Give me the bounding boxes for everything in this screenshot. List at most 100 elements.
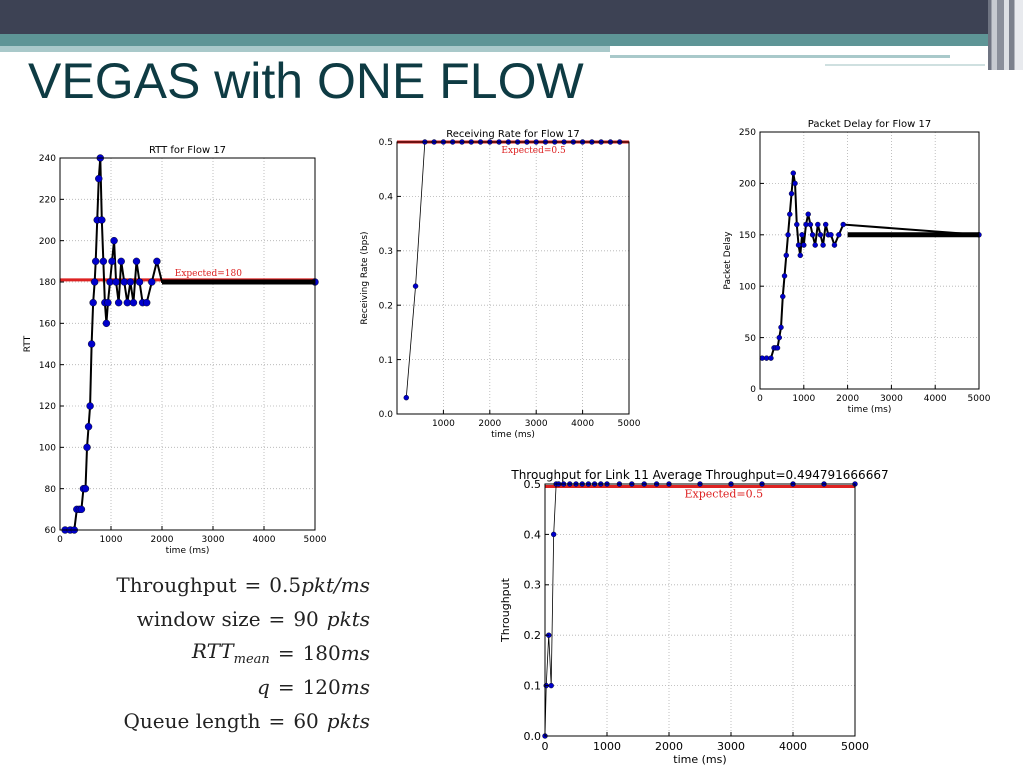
data-point <box>785 232 791 238</box>
y-tick-label: 150 <box>739 231 756 241</box>
equation-value: 180 <box>302 641 341 665</box>
equation-value: 120 <box>302 675 341 699</box>
data-point <box>774 345 781 351</box>
chart-title: Throughput for Link 11 Average Throughpu… <box>510 468 888 482</box>
y-tick-label: 100 <box>39 443 56 453</box>
data-point <box>77 505 86 514</box>
data-point <box>142 298 151 307</box>
y-tick-label: 0.4 <box>524 528 542 541</box>
data-point <box>412 283 419 289</box>
data-point <box>778 324 784 331</box>
x-tick-label: 5000 <box>304 535 327 545</box>
data-point <box>788 190 795 197</box>
equation-subscript: mean <box>233 652 270 667</box>
y-tick-label: 140 <box>39 361 56 371</box>
x-tick-label: 1000 <box>792 394 815 404</box>
data-point <box>815 221 821 228</box>
data-point <box>87 340 96 348</box>
data-point <box>83 443 91 452</box>
y-tick-label: 60 <box>45 526 57 536</box>
equation-symbol: q <box>257 675 270 699</box>
x-tick-label: 4000 <box>253 535 276 545</box>
accent-band <box>0 34 1023 46</box>
data-point <box>403 394 409 401</box>
y-tick-label: 0.3 <box>524 579 542 592</box>
equation-rtt-mean: RTTmean = 180 ms <box>100 636 370 670</box>
equals-sign: = <box>268 607 286 631</box>
accent-line-short <box>825 64 985 66</box>
plot-frame <box>544 483 856 737</box>
x-tick-label: 2000 <box>478 419 501 429</box>
data-point <box>809 232 816 238</box>
equals-sign: = <box>277 641 295 665</box>
slide-title: VEGAS with ONE FLOW <box>28 53 584 109</box>
receiving-rate-chart: Expected=0.5 1000 2000 3000 4000 5000 0.0 0.1 0.… <box>360 129 641 440</box>
y-tick-label: 250 <box>739 128 756 138</box>
data-point <box>95 174 103 183</box>
equation-symbol: RTT <box>191 639 234 663</box>
data-point <box>840 221 846 228</box>
equation-throughput: Throughput = 0.5 pkt/ms <box>100 568 370 602</box>
equation-lhs: RTTmean <box>192 639 270 667</box>
x-tick-label: 0 <box>757 394 763 404</box>
equation-lhs: Throughput <box>116 573 237 597</box>
data-point <box>153 257 161 266</box>
data-point <box>104 298 112 307</box>
header-band <box>0 0 1023 34</box>
data-point <box>801 242 807 248</box>
accent-line <box>610 55 950 58</box>
equation-lhs: Queue length <box>123 709 261 733</box>
y-tick-label: 0 <box>750 385 756 395</box>
data-point <box>117 257 125 266</box>
y-tick-label: 0.0 <box>379 410 394 420</box>
data-point <box>780 293 786 300</box>
packet-delay-chart: 0 1000 2000 3000 4000 5000 0 50 100 150 200 250 Pack… <box>723 119 991 415</box>
y-tick-label: 100 <box>739 282 756 292</box>
equation-window-size: window size = 90 pkts <box>100 602 370 636</box>
data-point <box>99 257 108 266</box>
chart-title: Receiving Rate for Flow 17 <box>446 129 579 140</box>
data-point <box>550 531 557 538</box>
plot-area <box>545 484 855 736</box>
y-tick-label: 0.1 <box>379 356 393 366</box>
y-tick-label: 160 <box>39 319 56 329</box>
y-tick-label: 200 <box>739 180 756 190</box>
data-point <box>817 232 824 238</box>
x-tick-label: 2000 <box>151 535 174 545</box>
throughput-chart: Expected=0.5 0 1000 2000 3000 4000 5000 0.0 0.1 0… <box>499 468 889 766</box>
y-tick-label: 240 <box>39 154 56 164</box>
rtt-chart: Expected=180 0 1000 2000 3000 4000 5000 60 80 100… <box>23 145 327 556</box>
y-tick-label: 80 <box>45 485 57 495</box>
data-point <box>135 278 144 286</box>
data-point <box>548 682 554 689</box>
y-tick-label: 0.5 <box>524 478 542 491</box>
data-point <box>102 319 111 328</box>
plot-area <box>397 142 629 414</box>
y-tick-label: 120 <box>39 402 56 412</box>
equation-value: 90 <box>293 607 319 631</box>
equation-value: 0.5 <box>269 573 302 597</box>
x-axis-label: time (ms) <box>491 430 535 440</box>
y-tick-label: 220 <box>39 195 56 205</box>
data-point <box>148 278 156 286</box>
x-tick-label: 0 <box>57 535 63 545</box>
equation-unit: ms <box>340 675 370 699</box>
x-axis-label: time (ms) <box>166 546 210 556</box>
data-point <box>112 278 120 286</box>
equations-block: Throughput = 0.5 pkt/ms window size = 90 p… <box>100 568 370 738</box>
data-point <box>776 334 782 341</box>
corner-decoration <box>988 0 1023 70</box>
data-point <box>126 278 135 286</box>
y-tick-label: 0.3 <box>379 247 393 257</box>
x-tick-label: 4000 <box>924 394 947 404</box>
data-point <box>91 257 100 266</box>
expected-label: Expected=0.5 <box>685 488 764 501</box>
y-tick-label: 200 <box>39 237 56 247</box>
chart-title: Packet Delay for Flow 17 <box>808 119 931 130</box>
plot-frame <box>759 131 980 390</box>
x-tick-label: 2000 <box>655 740 683 753</box>
x-tick-label: 5000 <box>618 419 641 429</box>
equation-lhs: window size <box>136 607 261 631</box>
data-point <box>84 422 93 431</box>
data-point <box>783 252 789 259</box>
